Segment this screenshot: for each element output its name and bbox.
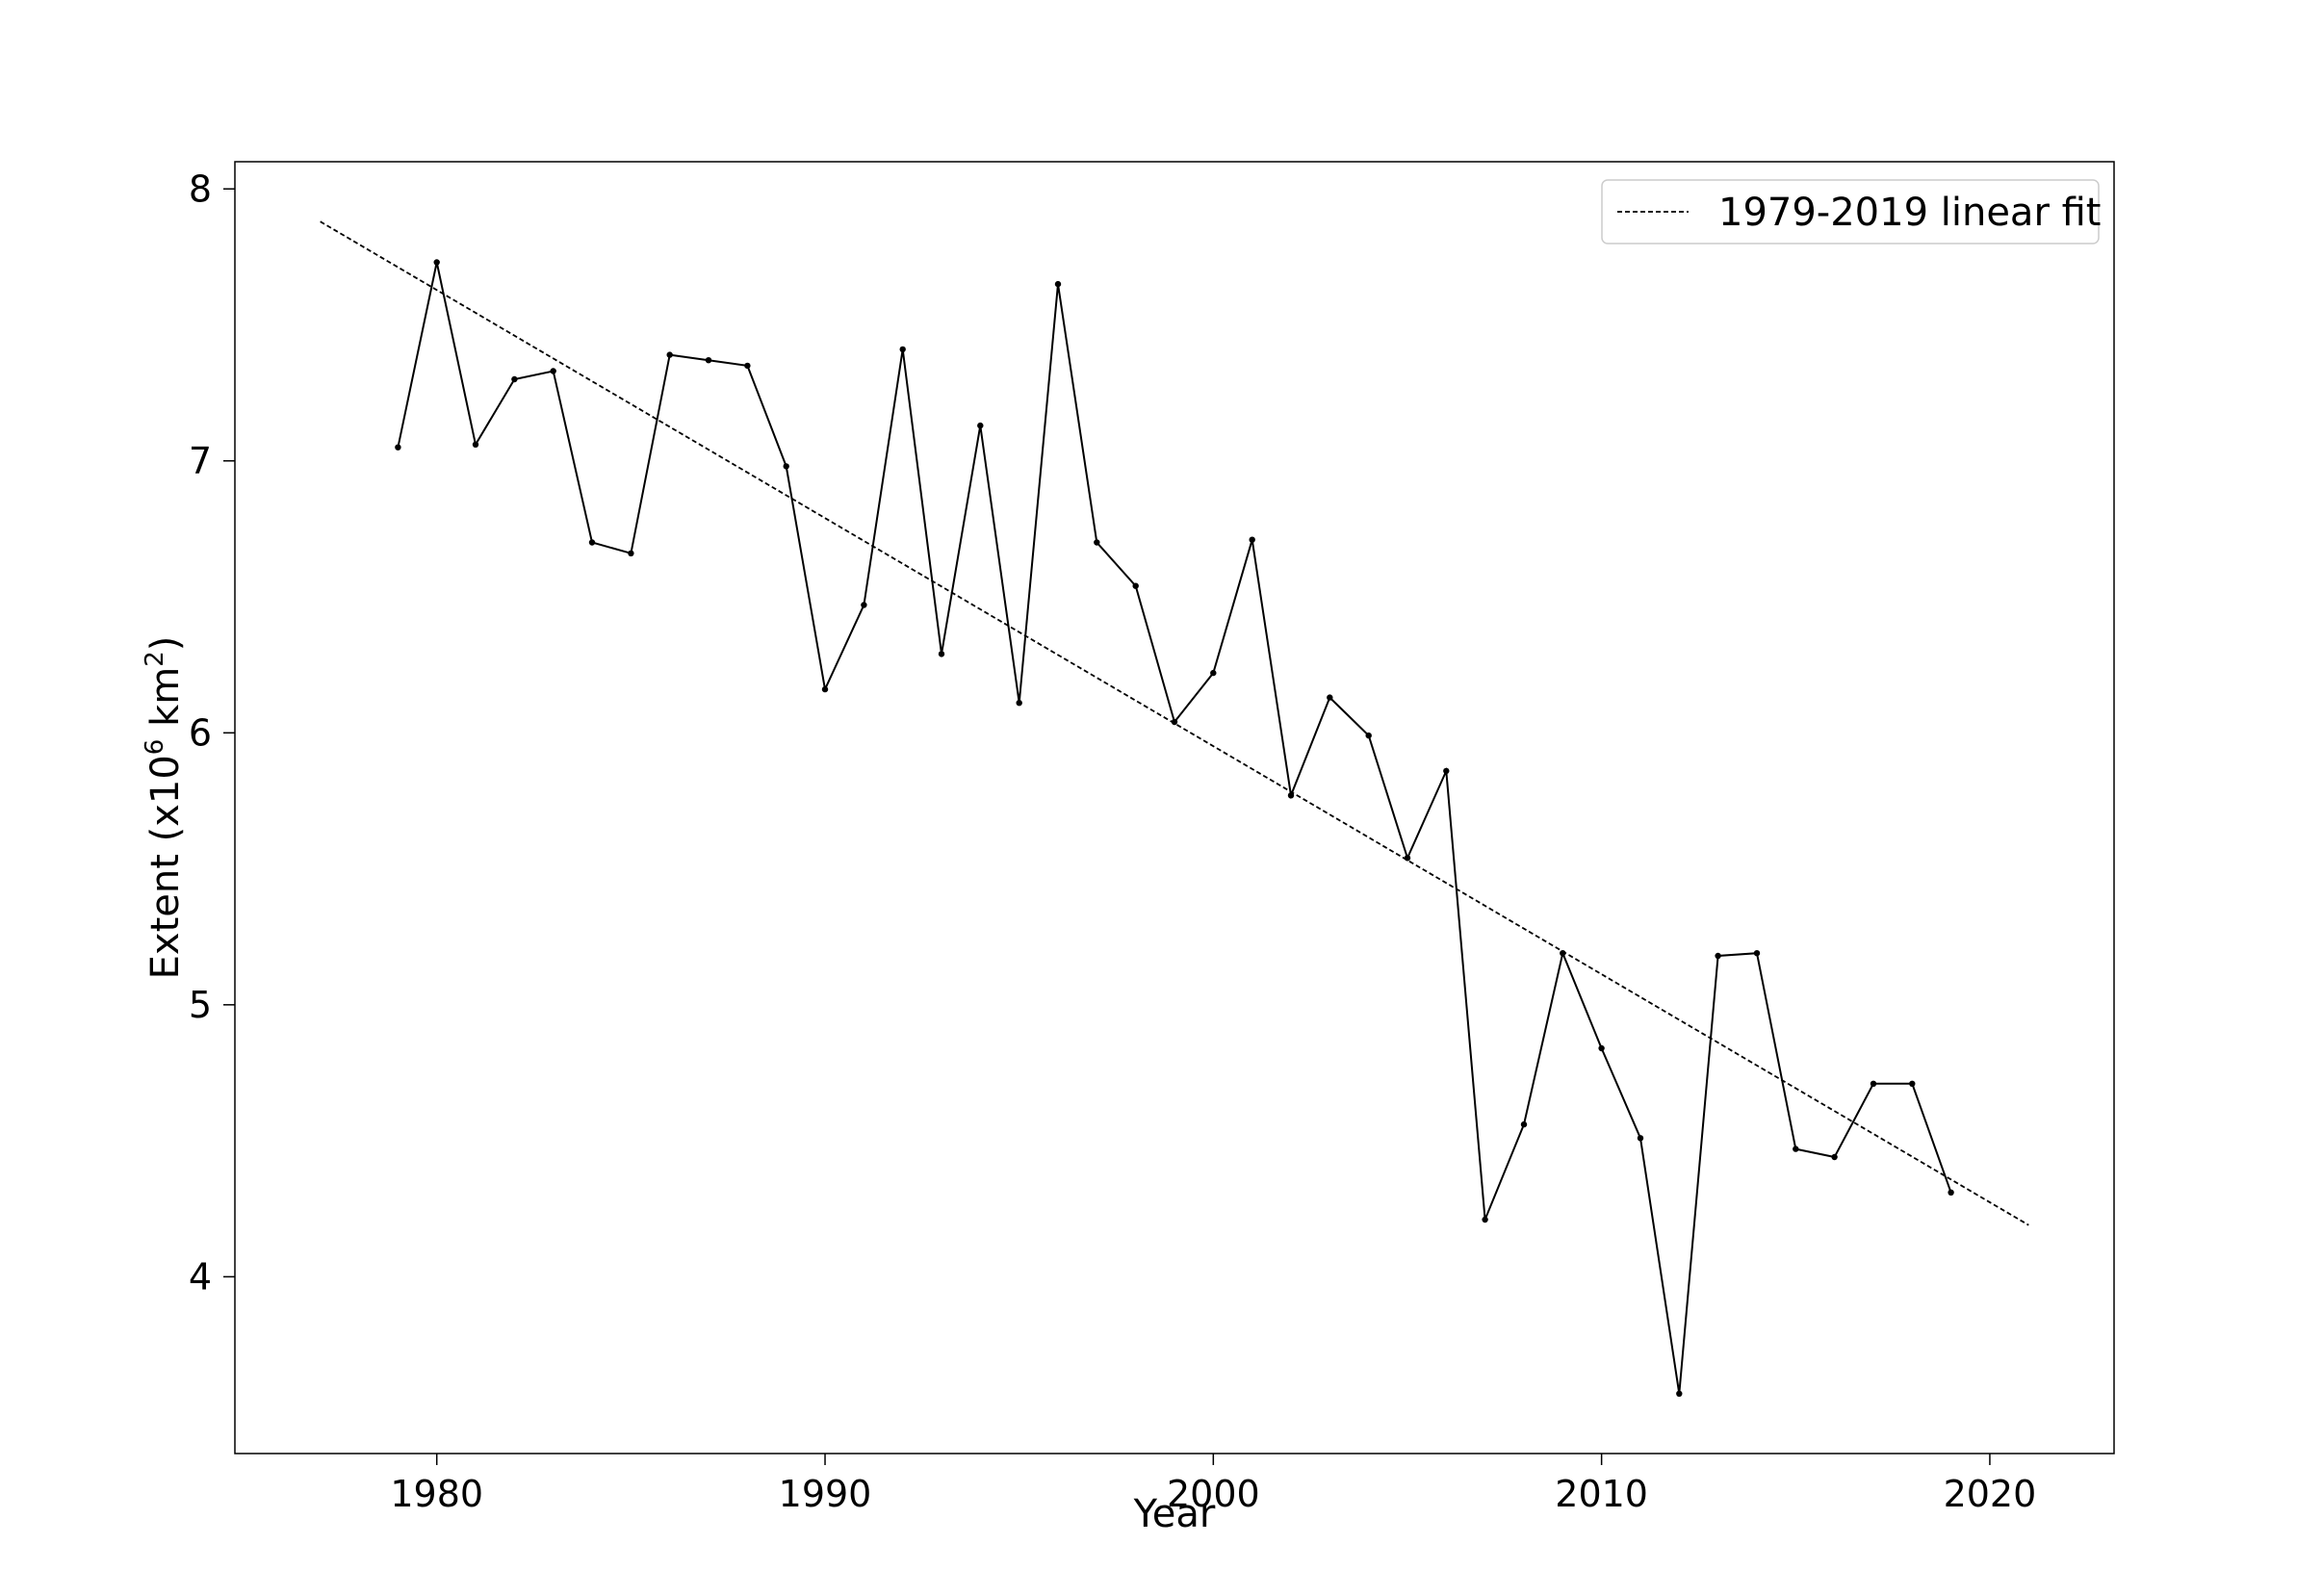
data-point-1998 [1132, 582, 1139, 589]
data-point-1987 [705, 357, 712, 364]
data-point-1997 [1094, 539, 1100, 546]
data-point-1991 [861, 602, 867, 608]
data-point-2001 [1249, 536, 1255, 543]
plot-content [320, 220, 2029, 1398]
data-point-1980 [433, 259, 440, 266]
x-axis-title: Year [1133, 1492, 1216, 1536]
data-point-1983 [550, 368, 556, 374]
data-point-2019 [1948, 1189, 1954, 1197]
data-point-2007 [1482, 1216, 1488, 1223]
linear-fit-line [320, 220, 2029, 1226]
y-axis-title-superscript-2: 2 [141, 651, 169, 667]
data-point-2002 [1287, 792, 1295, 799]
data-point-1990 [821, 685, 829, 693]
data-point-2016 [1831, 1153, 1838, 1161]
data-point-1996 [1054, 280, 1062, 288]
data-point-2011 [1637, 1135, 1644, 1142]
data-point-2006 [1443, 767, 1450, 775]
data-point-1981 [472, 441, 479, 448]
data-point-2004 [1365, 732, 1372, 739]
y-tick-label: 4 [189, 1255, 212, 1298]
y-axis-title-prefix: Extent (x10 [143, 755, 188, 979]
legend: 1979-2019 linear fit [1601, 179, 2101, 245]
data-point-1995 [1016, 700, 1022, 707]
y-axis: 4 5 6 7 8 [189, 167, 235, 1298]
y-axis-title-superscript-1: 6 [141, 739, 169, 756]
data-point-2003 [1327, 694, 1333, 701]
data-point-1984 [588, 539, 596, 546]
data-point-1993 [938, 651, 945, 657]
x-tick-label: 1990 [779, 1473, 872, 1515]
x-axis: 1980 1990 2000 2010 2020 [390, 1454, 2036, 1515]
extent-series-line [397, 262, 1952, 1394]
data-point-1986 [666, 351, 673, 358]
data-point-2008 [1520, 1120, 1528, 1128]
y-axis-title-middle: km [143, 667, 188, 739]
data-point-2018 [1909, 1080, 1916, 1088]
y-tick-label: 7 [189, 440, 212, 482]
data-point-1989 [783, 463, 789, 470]
data-point-2015 [1793, 1146, 1799, 1152]
data-point-2017 [1870, 1080, 1877, 1088]
data-point-1979 [395, 444, 401, 450]
y-tick-label: 6 [189, 711, 212, 754]
y-tick-label: 8 [189, 167, 212, 210]
data-point-1982 [511, 375, 518, 383]
data-point-1985 [628, 550, 634, 556]
legend-label-linear-fit: 1979-2019 linear fit [1718, 191, 2101, 235]
data-point-2012 [1676, 1390, 1683, 1398]
x-tick-label: 2010 [1555, 1473, 1648, 1515]
data-point-1988 [744, 362, 751, 370]
data-point-2014 [1753, 950, 1761, 957]
x-tick-label: 2000 [1167, 1473, 1260, 1515]
plot-frame [234, 161, 2115, 1454]
y-axis-title-suffix: ) [143, 636, 188, 652]
x-tick-label: 1980 [390, 1473, 483, 1515]
data-point-1999 [1171, 718, 1178, 726]
data-point-2010 [1598, 1044, 1605, 1052]
data-point-1994 [977, 422, 984, 429]
legend-box [1601, 179, 2100, 245]
y-tick-label: 5 [189, 984, 212, 1026]
data-point-1992 [899, 346, 906, 353]
data-point-2013 [1715, 952, 1721, 960]
y-axis-title: Extent (x106 km2) [141, 636, 188, 980]
x-tick-label: 2020 [1944, 1473, 2037, 1515]
data-point-2000 [1210, 669, 1217, 677]
